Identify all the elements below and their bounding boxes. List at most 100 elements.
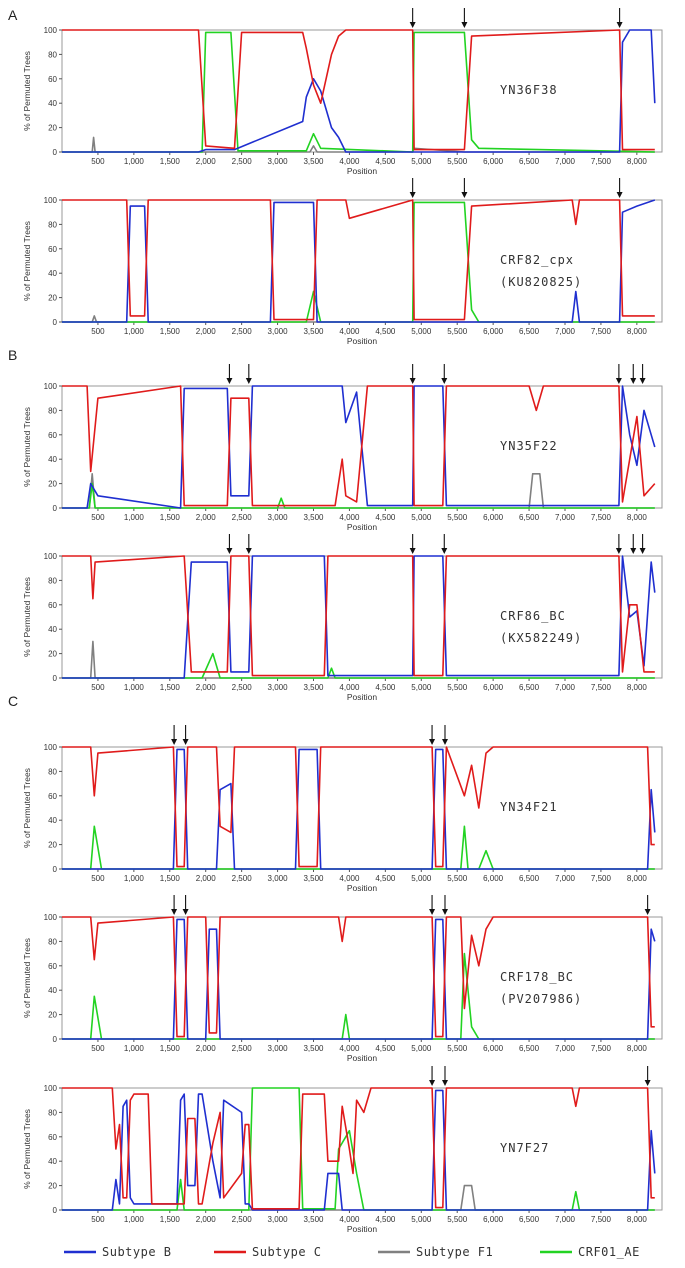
y-axis-title: % of Permuted Trees bbox=[22, 938, 32, 1018]
legend-label: Subtype B bbox=[102, 1245, 172, 1259]
y-tick-label: 100 bbox=[44, 913, 58, 922]
series-line-subtype-f1 bbox=[62, 315, 655, 323]
x-tick-label: 4,500 bbox=[375, 874, 396, 883]
breakpoint-arrow bbox=[245, 364, 252, 384]
x-tick-label: 2,500 bbox=[232, 513, 253, 522]
series-line-subtype-b bbox=[62, 748, 656, 870]
y-tick-label: 40 bbox=[48, 99, 57, 108]
x-tick-label: 500 bbox=[91, 1044, 105, 1053]
x-tick-label: 500 bbox=[91, 683, 105, 692]
legend-label: Subtype F1 bbox=[416, 1245, 493, 1259]
x-tick-label: 3,000 bbox=[268, 327, 289, 336]
breakpoint-arrow bbox=[429, 725, 436, 745]
breakpoint-arrow bbox=[441, 534, 448, 554]
x-tick-label: 5,500 bbox=[447, 1044, 468, 1053]
x-tick-label: 500 bbox=[91, 513, 105, 522]
x-tick-label: 1,000 bbox=[124, 513, 145, 522]
breakpoint-arrow bbox=[171, 725, 178, 745]
y-tick-label: 0 bbox=[53, 1206, 58, 1215]
x-tick-label: 4,500 bbox=[375, 327, 396, 336]
x-tick-label: 1,000 bbox=[124, 683, 145, 692]
x-tick-label: 8,000 bbox=[627, 1044, 648, 1053]
breakpoint-arrow bbox=[615, 364, 622, 384]
y-tick-label: 20 bbox=[48, 650, 57, 659]
x-tick-label: 3,000 bbox=[268, 1215, 289, 1224]
x-tick-label: 6,500 bbox=[519, 683, 540, 692]
x-tick-label: 1,500 bbox=[160, 157, 181, 166]
y-tick-label: 100 bbox=[44, 1084, 58, 1093]
series-line-crf01-ae bbox=[62, 825, 655, 870]
legend-item: Subtype B bbox=[64, 1245, 172, 1259]
y-tick-label: 0 bbox=[53, 1035, 58, 1044]
series-line-subtype-b bbox=[62, 555, 656, 679]
y-tick-label: 0 bbox=[53, 318, 58, 327]
x-tick-label: 5,000 bbox=[411, 157, 432, 166]
y-axis-title: % of Permuted Trees bbox=[22, 768, 32, 848]
breakpoint-arrow bbox=[409, 178, 416, 198]
x-tick-label: 5,000 bbox=[411, 874, 432, 883]
breakpoint-arrow bbox=[409, 8, 416, 28]
series-line-subtype-b bbox=[62, 385, 656, 509]
x-tick-label: 2,500 bbox=[232, 683, 253, 692]
y-tick-label: 60 bbox=[48, 431, 57, 440]
x-tick-label: 6,000 bbox=[483, 683, 504, 692]
x-tick-label: 5,500 bbox=[447, 157, 468, 166]
y-tick-label: 80 bbox=[48, 937, 57, 946]
breakpoint-arrow bbox=[441, 364, 448, 384]
x-tick-label: 5,500 bbox=[447, 327, 468, 336]
x-tick-label: 7,000 bbox=[555, 874, 576, 883]
x-tick-label: 4,000 bbox=[339, 513, 360, 522]
y-tick-label: 60 bbox=[48, 1133, 57, 1142]
x-tick-label: 5,000 bbox=[411, 513, 432, 522]
x-tick-label: 4,000 bbox=[339, 327, 360, 336]
x-tick-label: 3,000 bbox=[268, 683, 289, 692]
x-tick-label: 1,000 bbox=[124, 1215, 145, 1224]
breakpoint-arrow bbox=[182, 895, 189, 915]
x-tick-label: 3,500 bbox=[303, 1044, 324, 1053]
x-axis-title: Position bbox=[347, 336, 378, 346]
series-line-subtype-c bbox=[62, 916, 655, 1038]
y-tick-label: 80 bbox=[48, 1108, 57, 1117]
breakpoint-arrow bbox=[429, 1066, 436, 1086]
y-tick-label: 20 bbox=[48, 124, 57, 133]
breakpoint-arrow bbox=[441, 725, 448, 745]
x-tick-label: 8,000 bbox=[627, 327, 648, 336]
x-tick-label: 3,500 bbox=[303, 1215, 324, 1224]
x-tick-label: 4,000 bbox=[339, 683, 360, 692]
x-tick-label: 6,000 bbox=[483, 1044, 504, 1053]
series-line-crf01-ae bbox=[62, 1087, 655, 1211]
y-tick-label: 20 bbox=[48, 841, 57, 850]
y-tick-label: 60 bbox=[48, 601, 57, 610]
y-tick-label: 40 bbox=[48, 455, 57, 464]
sample-label: YN35F22 bbox=[500, 439, 558, 453]
series-line-crf01-ae bbox=[62, 952, 655, 1040]
x-tick-label: 3,500 bbox=[303, 513, 324, 522]
x-tick-label: 2,500 bbox=[232, 1215, 253, 1224]
x-tick-label: 6,500 bbox=[519, 874, 540, 883]
bootscan-panel: 0 20 40 60 80 100 500 1,000 1,500 2,000 2,500 3,000… bbox=[22, 1066, 663, 1234]
x-tick-label: 7,000 bbox=[555, 327, 576, 336]
x-tick-label: 5,000 bbox=[411, 327, 432, 336]
x-tick-label: 2,000 bbox=[196, 683, 217, 692]
x-tick-label: 4,500 bbox=[375, 683, 396, 692]
breakpoint-arrow bbox=[616, 8, 623, 28]
x-axis-title: Position bbox=[347, 522, 378, 532]
breakpoint-arrow bbox=[245, 534, 252, 554]
section-letter-b: B bbox=[8, 347, 17, 363]
x-tick-label: 7,500 bbox=[591, 874, 612, 883]
x-tick-label: 5,500 bbox=[447, 513, 468, 522]
x-tick-label: 7,000 bbox=[555, 513, 576, 522]
x-tick-label: 1,500 bbox=[160, 513, 181, 522]
y-axis-title: % of Permuted Trees bbox=[22, 1109, 32, 1189]
x-tick-label: 6,000 bbox=[483, 327, 504, 336]
y-tick-label: 100 bbox=[44, 743, 58, 752]
y-tick-label: 100 bbox=[44, 552, 58, 561]
x-tick-label: 5,500 bbox=[447, 683, 468, 692]
x-tick-label: 6,000 bbox=[483, 513, 504, 522]
breakpoint-arrow bbox=[182, 725, 189, 745]
y-tick-label: 0 bbox=[53, 148, 58, 157]
x-tick-label: 3,000 bbox=[268, 513, 289, 522]
x-tick-label: 8,000 bbox=[627, 1215, 648, 1224]
x-tick-label: 2,500 bbox=[232, 157, 253, 166]
x-tick-label: 7,500 bbox=[591, 157, 612, 166]
